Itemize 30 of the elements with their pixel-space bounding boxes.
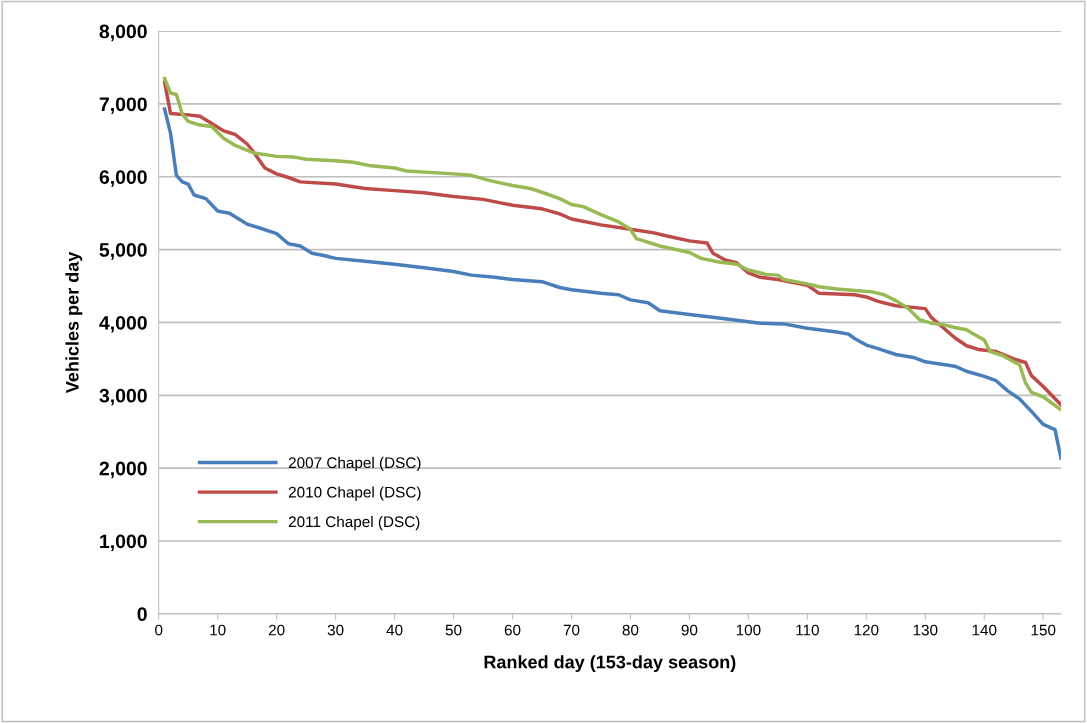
x-tick-label: 140 (972, 624, 997, 636)
y-tick-label: 6,000 (99, 170, 147, 187)
x-tick-label: 120 (854, 624, 879, 636)
x-tick-label: 130 (913, 624, 938, 636)
x-tick-label: 0 (155, 624, 163, 636)
y-tick-label: 0 (137, 607, 147, 622)
y-tick-label: 3,000 (99, 388, 147, 406)
legend-label: 2010 Chapel (DSC) (288, 486, 421, 501)
y-axis-title: Vehicles per day (65, 251, 83, 394)
x-axis-title: Ranked day (153-day season) (484, 655, 736, 672)
x-tick-label: 60 (504, 624, 521, 636)
x-tick-label: 110 (796, 624, 819, 636)
x-tick-label: 10 (210, 624, 226, 636)
y-tick-label: 7,000 (99, 97, 147, 114)
legend-label: 2007 Chapel (DSC) (288, 456, 421, 472)
x-tick-label: 30 (327, 624, 344, 636)
x-tick-label: 20 (268, 624, 285, 636)
y-tick-label: 4,000 (99, 315, 147, 333)
y-tick-label: 5,000 (99, 243, 147, 260)
x-tick-label: 150 (1031, 624, 1056, 636)
y-tick-label: 2,000 (99, 461, 147, 479)
x-tick-label: 90 (681, 624, 698, 636)
y-tick-label: 8,000 (99, 24, 147, 42)
x-tick-label: 70 (563, 624, 580, 636)
x-tick-label: 80 (622, 624, 639, 636)
x-tick-label: 100 (736, 624, 761, 636)
x-tick-label: 50 (445, 624, 462, 636)
x-tick-label: 40 (386, 624, 403, 636)
legend-label: 2011 Chapel (DSC) (288, 515, 420, 531)
y-tick-label: 1,000 (100, 534, 147, 552)
